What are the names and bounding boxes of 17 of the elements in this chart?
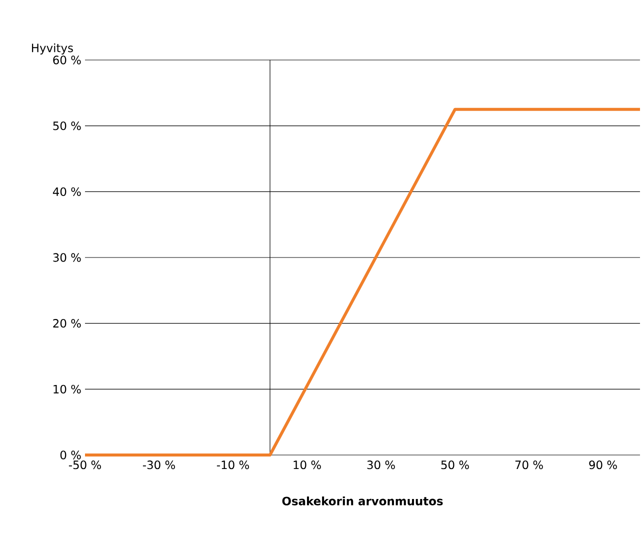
x-tick-label: 50 % — [441, 460, 469, 470]
x-tick-label: 30 % — [367, 460, 395, 470]
y-tick-label: 0 % — [60, 450, 81, 460]
y-axis-title: Hyvitys — [32, 43, 73, 54]
y-tick-label: 30 % — [53, 253, 81, 262]
x-tick-label: -50 % — [68, 460, 101, 470]
x-tick-label: 10 % — [294, 460, 321, 470]
y-tick-label: 10 % — [54, 384, 81, 394]
y-tick-label: 40 % — [52, 187, 81, 196]
x-axis-title: Osakekorin arvonmuutos — [282, 496, 443, 506]
y-tick-label: 20 % — [53, 319, 81, 328]
x-tick-label: 70 % — [515, 460, 543, 470]
y-tick-label: 50 % — [53, 122, 81, 130]
y-tick-label: 60 % — [53, 56, 81, 64]
x-tick-label: -10 % — [216, 460, 249, 470]
x-tick-label: 90 % — [589, 460, 617, 470]
x-tick-label: -30 % — [142, 460, 175, 470]
